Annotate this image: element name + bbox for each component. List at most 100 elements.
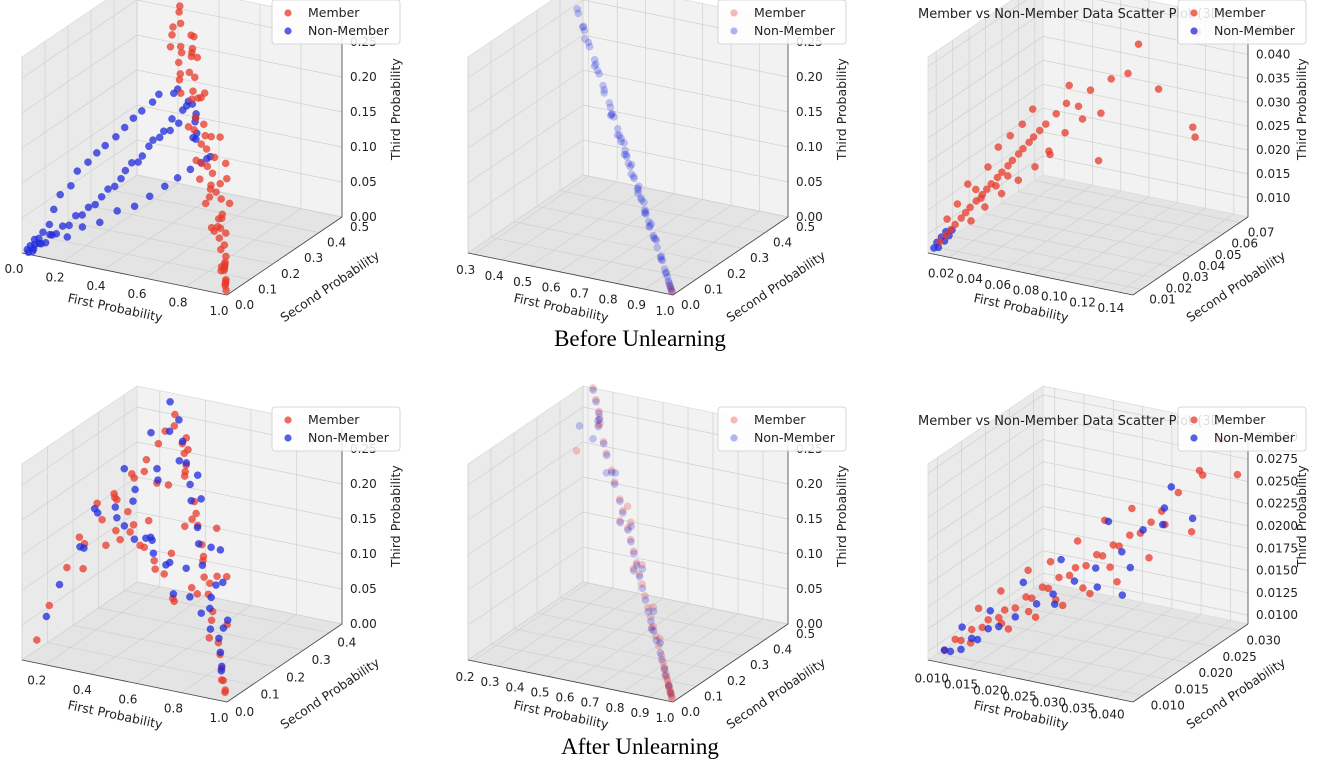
non-member-point	[589, 434, 597, 443]
legend-marker-non-member	[730, 27, 738, 35]
non-member-point	[41, 238, 50, 247]
x-axis-line	[927, 252, 1134, 296]
non-member-point	[662, 672, 670, 680]
member-point	[187, 583, 196, 592]
non-member-point	[590, 55, 599, 64]
member-point	[176, 19, 185, 28]
y-tick-label: 0.1	[704, 689, 723, 703]
x-axis-line	[467, 659, 674, 703]
non-member-point	[93, 509, 102, 517]
non-member-point	[620, 139, 629, 147]
member-point	[610, 478, 619, 486]
x-tick-label: 0.8	[164, 702, 183, 716]
non-member-point	[187, 496, 196, 505]
member-point	[154, 439, 163, 448]
member-point	[665, 683, 673, 692]
non-member-point	[656, 253, 665, 262]
non-member-point	[593, 66, 602, 75]
non-member-point	[173, 174, 182, 182]
member-point	[1014, 150, 1023, 158]
x-tick-label: 0.025	[1002, 689, 1036, 703]
non-member-point	[606, 111, 615, 120]
member-point	[1107, 75, 1116, 83]
y-axis-label: Second Probability	[277, 247, 382, 325]
member-point	[649, 622, 658, 631]
x-tick-label: 1.0	[655, 304, 674, 318]
y-tick-label: 0.3	[750, 251, 769, 265]
non-member-point	[641, 205, 649, 214]
legend-label: Non-Member	[308, 23, 390, 38]
x-tick-label: 0.02	[928, 266, 955, 280]
legend-label: Member	[1214, 5, 1266, 20]
legend-label: Non-Member	[1214, 23, 1296, 38]
member-point	[997, 587, 1005, 595]
non-member-point	[594, 422, 603, 431]
non-member-point	[649, 626, 658, 635]
non-member-point	[649, 607, 658, 616]
member-point	[213, 572, 221, 581]
z-tick-label: 0.10	[350, 547, 377, 561]
member-point	[63, 563, 71, 572]
y-tick-label: 0.3	[312, 653, 331, 667]
member-point	[666, 688, 675, 697]
legend-box	[1177, 0, 1307, 45]
member-point	[184, 122, 193, 131]
non-member-point	[581, 35, 589, 43]
y-axis-line	[226, 216, 343, 296]
member-point	[1233, 470, 1242, 479]
z-tick-label: 0.05	[796, 175, 823, 189]
non-member-point	[137, 107, 146, 115]
non-member-point	[197, 609, 206, 618]
non-member-point	[627, 537, 635, 546]
z-tick-label: 0.010	[1256, 191, 1290, 205]
non-member-point	[58, 222, 67, 230]
non-member-point	[84, 203, 93, 212]
non-member-point	[160, 182, 169, 191]
member-point	[1124, 69, 1132, 78]
member-point	[1019, 144, 1027, 153]
non-member-point	[637, 196, 646, 204]
non-member-point	[629, 566, 638, 575]
non-member-point	[206, 625, 215, 633]
non-member-point	[607, 468, 616, 477]
member-point	[79, 564, 87, 573]
non-member-point	[78, 223, 87, 231]
member-point	[205, 193, 214, 201]
scatter-points	[572, 384, 676, 703]
non-member-point	[575, 422, 584, 430]
y-axis-label: Second Probability	[723, 247, 828, 325]
non-member-point	[589, 386, 598, 394]
member-point	[221, 229, 230, 237]
non-member-point	[622, 152, 631, 161]
y-tick-label: 0.02	[1166, 281, 1193, 295]
non-member-point	[660, 265, 669, 273]
non-member-point	[112, 132, 120, 141]
non-member-point	[215, 634, 223, 643]
member-point	[151, 565, 160, 574]
member-point	[189, 87, 197, 96]
member-point	[1024, 566, 1032, 575]
non-member-point	[134, 158, 143, 166]
non-member-point	[189, 133, 197, 142]
non-member-point	[55, 580, 64, 589]
y-tick-label: 0.0	[235, 298, 254, 312]
non-member-point	[633, 184, 642, 193]
legend-box	[1177, 406, 1307, 452]
member-point	[1031, 162, 1039, 171]
member-point	[1086, 86, 1095, 94]
member-point	[599, 437, 608, 446]
member-point	[984, 615, 993, 624]
non-member-point	[617, 134, 626, 143]
z-tick-label: 0.015	[1256, 167, 1290, 181]
non-member-point	[138, 152, 147, 160]
member-point	[1011, 604, 1020, 612]
member-point	[175, 2, 184, 10]
non-member-point	[642, 210, 650, 218]
chart-title: Member vs Non-Member Data Scatter Plot (…	[918, 7, 1226, 22]
member-point	[638, 560, 646, 569]
non-member-point	[657, 655, 666, 664]
non-member-point	[1139, 526, 1147, 534]
x-tick-label: 0.08	[1013, 284, 1040, 298]
non-member-point	[78, 211, 87, 219]
